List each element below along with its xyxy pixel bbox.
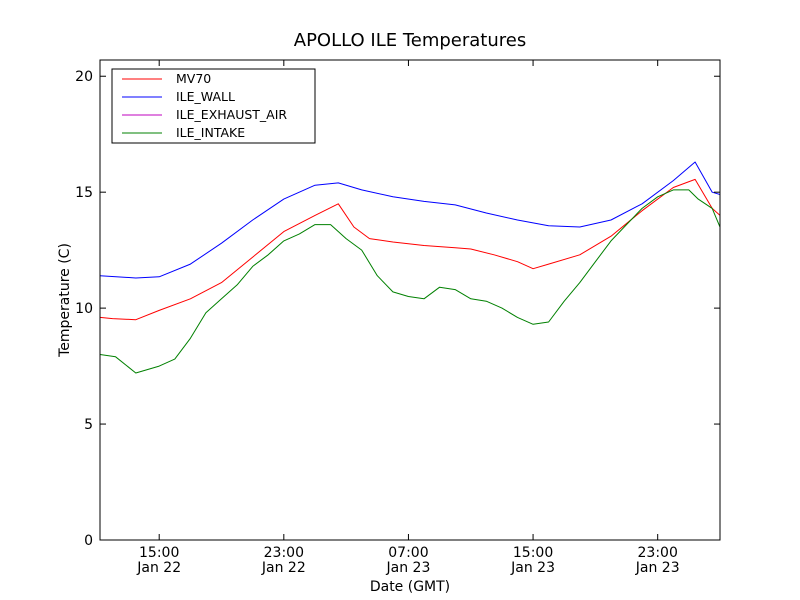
plot-frame — [99, 59, 721, 541]
legend-label: ILE_WALL — [176, 89, 235, 104]
y-tick-label: 10 — [75, 301, 93, 317]
y-tick-label: 5 — [84, 417, 93, 433]
x-tick-label-date: Jan 23 — [635, 560, 680, 576]
series-line-ile-wall — [100, 161, 720, 279]
x-tick-label-time: 23:00 — [264, 545, 304, 561]
y-tick-label: 0 — [84, 533, 93, 549]
legend-label: MV70 — [176, 71, 211, 86]
x-tick-label-time: 07:00 — [388, 545, 428, 561]
y-axis-label: Temperature (C) — [57, 243, 73, 358]
x-axis-label: Date (GMT) — [370, 579, 450, 595]
legend-box — [111, 68, 316, 144]
y-tick-label: 15 — [75, 185, 93, 201]
x-tick-label-time: 15:00 — [513, 545, 553, 561]
series-line-ile-intake — [100, 189, 720, 374]
x-tick-label-date: Jan 22 — [136, 560, 181, 576]
y-tick-label: 20 — [75, 69, 93, 85]
legend: MV70 ILE_WALL ILE_EXHAUST_AIR ILE_INTAKE — [111, 68, 316, 144]
legend-label: ILE_EXHAUST_AIR — [176, 107, 287, 122]
chart-title: APOLLO ILE Temperatures — [294, 30, 526, 51]
legend-label: ILE_INTAKE — [176, 125, 245, 140]
x-tick-label-date: Jan 22 — [261, 560, 306, 576]
x-tick-label-date: Jan 23 — [510, 560, 555, 576]
x-tick-label-time: 15:00 — [139, 545, 179, 561]
x-tick-label-time: 23:00 — [638, 545, 678, 561]
x-tick-label-date: Jan 23 — [386, 560, 431, 576]
